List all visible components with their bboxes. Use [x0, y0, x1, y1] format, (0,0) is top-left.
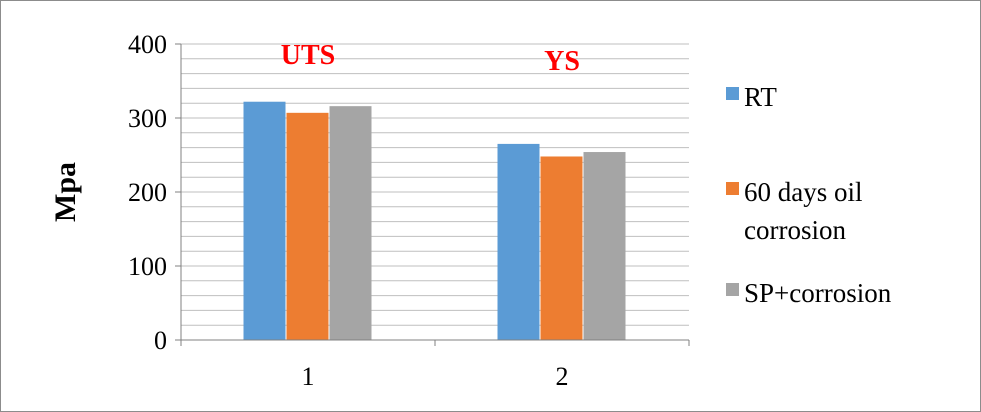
bar: [583, 152, 626, 340]
legend-label: corrosion: [744, 215, 846, 245]
y-tick-label: 100: [128, 252, 167, 281]
bar: [286, 112, 329, 340]
bar: [329, 106, 372, 340]
x-tick-label: 2: [556, 362, 569, 391]
y-axis-label: Mpa: [49, 162, 82, 222]
annotation-label: YS: [544, 46, 580, 77]
y-tick-labels: 0 100 200 300 400: [128, 30, 167, 355]
legend-label: 60 days oil: [744, 177, 863, 207]
y-tick-label: 0: [154, 326, 167, 355]
annotations: UTS YS: [281, 40, 580, 77]
legend-swatch: [726, 87, 739, 100]
y-tick-label: 400: [128, 30, 167, 59]
y-tick-label: 200: [128, 178, 167, 207]
legend-swatch: [726, 283, 739, 296]
bar: [497, 143, 540, 340]
legend-label: RT: [744, 82, 777, 112]
legend: RT 60 days oil corrosion SP+corrosion: [726, 82, 892, 308]
y-tick-label: 300: [128, 104, 167, 133]
bar: [243, 101, 286, 340]
bar: [540, 156, 583, 340]
annotation-label: UTS: [281, 40, 335, 71]
axes: [175, 43, 690, 346]
x-tick-label: 1: [302, 362, 315, 391]
legend-label: SP+corrosion: [744, 278, 892, 308]
legend-swatch: [726, 182, 739, 195]
bars: [243, 101, 626, 340]
